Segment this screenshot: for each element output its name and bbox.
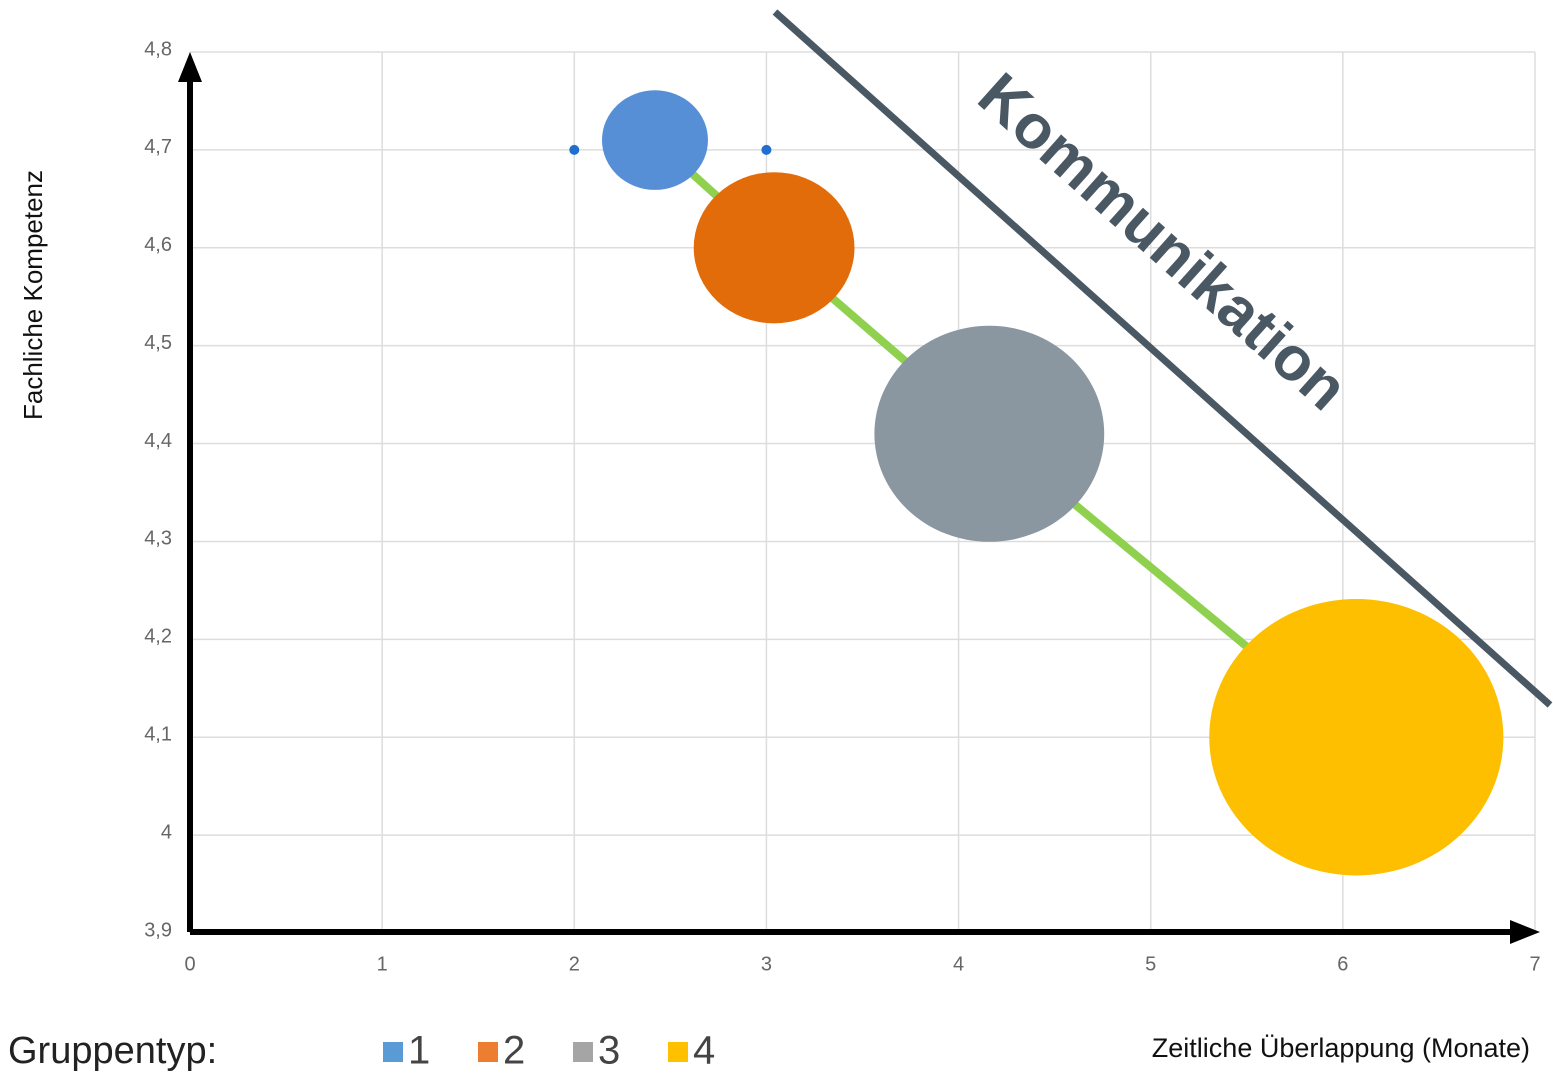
y-tick-label: 4 xyxy=(161,821,172,843)
x-tick-label: 6 xyxy=(1337,953,1348,975)
grid: 3,9 4 4,1 4,2 4,3 4,4 4,5 4,6 4,7 4,8 0 1 2 3 4 5 6 7 xyxy=(144,38,1540,975)
annotation-line xyxy=(772,9,1553,708)
trend-line xyxy=(652,137,1359,741)
legend-swatch xyxy=(383,1042,403,1062)
legend-title: Gruppentyp: xyxy=(8,1030,217,1072)
bubble xyxy=(1209,598,1504,876)
y-tick-label: 4,1 xyxy=(144,724,172,746)
y-tick-label: 4,7 xyxy=(144,136,172,158)
x-axis-arrow xyxy=(1510,920,1540,944)
y-tick-label: 4,6 xyxy=(144,234,172,256)
y-tick-label: 4,4 xyxy=(144,430,172,452)
x-tick-label: 0 xyxy=(184,953,195,975)
x-tick-label: 1 xyxy=(377,953,388,975)
x-tick-label: 4 xyxy=(953,953,964,975)
legend: 1 2 3 4 xyxy=(383,1029,715,1073)
y-tick-label: 4,8 xyxy=(144,38,172,60)
legend-label: 3 xyxy=(598,1029,620,1073)
y-tick-label: 4,5 xyxy=(144,332,172,354)
legend-swatch xyxy=(573,1042,593,1062)
legend-label: 4 xyxy=(693,1029,715,1073)
legend-swatch xyxy=(478,1042,498,1062)
legend-label: 2 xyxy=(503,1029,525,1073)
bubble xyxy=(874,325,1105,542)
x-tick-label: 5 xyxy=(1145,953,1156,975)
x-tick-label: 2 xyxy=(569,953,580,975)
bubble xyxy=(693,172,855,324)
x-axis-label: Zeitliche Überlappung (Monate) xyxy=(1152,1033,1530,1063)
bubble xyxy=(601,90,708,190)
x-tick-label: 7 xyxy=(1529,953,1540,975)
point xyxy=(569,144,580,155)
legend-swatch xyxy=(668,1042,688,1062)
y-axis-label: Fachliche Kompetenz xyxy=(18,170,48,420)
x-tick-label: 3 xyxy=(761,953,772,975)
point xyxy=(761,144,772,155)
marks xyxy=(569,90,1504,876)
y-tick-label: 4,3 xyxy=(144,528,172,550)
y-tick-label: 3,9 xyxy=(144,919,172,941)
y-axis-arrow xyxy=(178,52,202,82)
y-tick-label: 4,2 xyxy=(144,626,172,648)
legend-label: 1 xyxy=(408,1029,430,1073)
